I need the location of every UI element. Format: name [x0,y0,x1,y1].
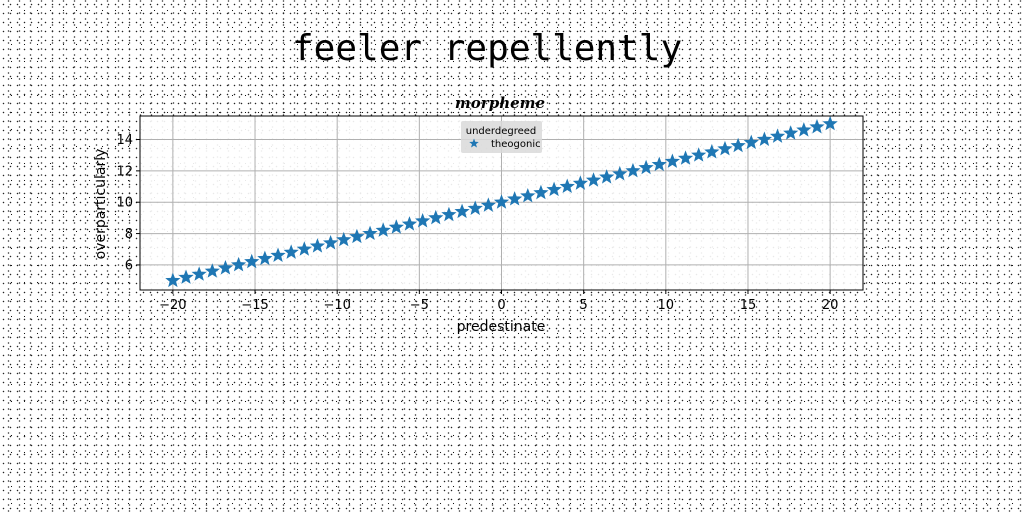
data-point [441,206,457,222]
data-point [625,162,641,178]
data-point [349,228,365,244]
data-point [191,266,207,281]
data-point [493,194,510,209]
data-point [309,238,326,253]
data-point [362,225,378,241]
data-point [796,122,812,137]
data-point [585,172,602,187]
series-theogonic [165,115,838,288]
y-tick-label: 8 [125,227,133,242]
legend-marker-theogonic [469,138,479,148]
data-point [467,200,483,215]
data-point [704,144,720,159]
data-point [664,153,680,168]
ticks: −20 −15 −10 −5 0 5 10 15 20 6 8 10 12 14 [116,133,838,313]
data-point [783,125,799,140]
data-point [638,159,654,175]
data-point [178,269,194,284]
data-point [204,263,220,278]
data-point [546,181,562,197]
data-point [323,234,339,250]
data-point [480,197,496,212]
data-point [375,222,391,237]
plot-title: morpheme [455,94,545,112]
data-point [507,191,523,206]
x-tick-label: −15 [241,298,268,313]
data-point [677,150,694,165]
data-point [599,169,615,184]
data-point [559,178,575,194]
x-axis-label: predestinate [457,319,546,335]
plot-frame [139,115,864,291]
data-point [612,166,628,181]
data-point [520,187,536,203]
y-tick-label: 14 [116,133,133,148]
x-tick-label: 15 [740,298,757,313]
legend-star-icon [469,138,479,148]
legend-entry-theogonic: theogonic [491,139,541,150]
data-point [533,184,549,200]
data-point [283,244,299,259]
data-point [230,256,247,272]
data-point [454,203,470,219]
x-tick-label: 10 [658,298,675,313]
data-point [743,134,759,150]
data-point [401,216,418,231]
y-tick-label: 6 [125,258,133,273]
data-point [336,231,352,247]
data-point [822,115,838,131]
data-point [572,175,588,190]
data-point [165,272,181,288]
data-point [691,147,707,162]
data-point [756,131,773,146]
data-point [217,260,234,275]
data-point [428,209,444,225]
data-point [717,140,733,156]
legend-title: underdegreed [466,126,537,137]
y-axis-label: overparticularly [93,149,109,260]
x-tick-label: 0 [497,298,505,313]
data-point [296,241,312,256]
data-point [769,128,786,143]
legend-box [461,121,542,153]
x-tick-label: −10 [323,298,350,313]
data-point [809,118,825,134]
data-point [244,253,260,269]
y-tick-label: 12 [116,164,133,179]
data-point [415,213,431,228]
x-tick-label: −20 [159,298,186,313]
data-point [257,250,273,266]
y-tick-label: 10 [116,196,133,211]
x-tick-label: 5 [580,298,588,313]
legend: underdegreed theogonic [461,121,542,153]
x-tick-label: −5 [410,298,429,313]
figure-title: feeler repellently [292,28,683,69]
data-point [651,156,667,172]
data-point [270,247,286,262]
data-point [388,219,404,234]
x-tick-label: 20 [822,298,839,313]
data-point [730,137,746,153]
